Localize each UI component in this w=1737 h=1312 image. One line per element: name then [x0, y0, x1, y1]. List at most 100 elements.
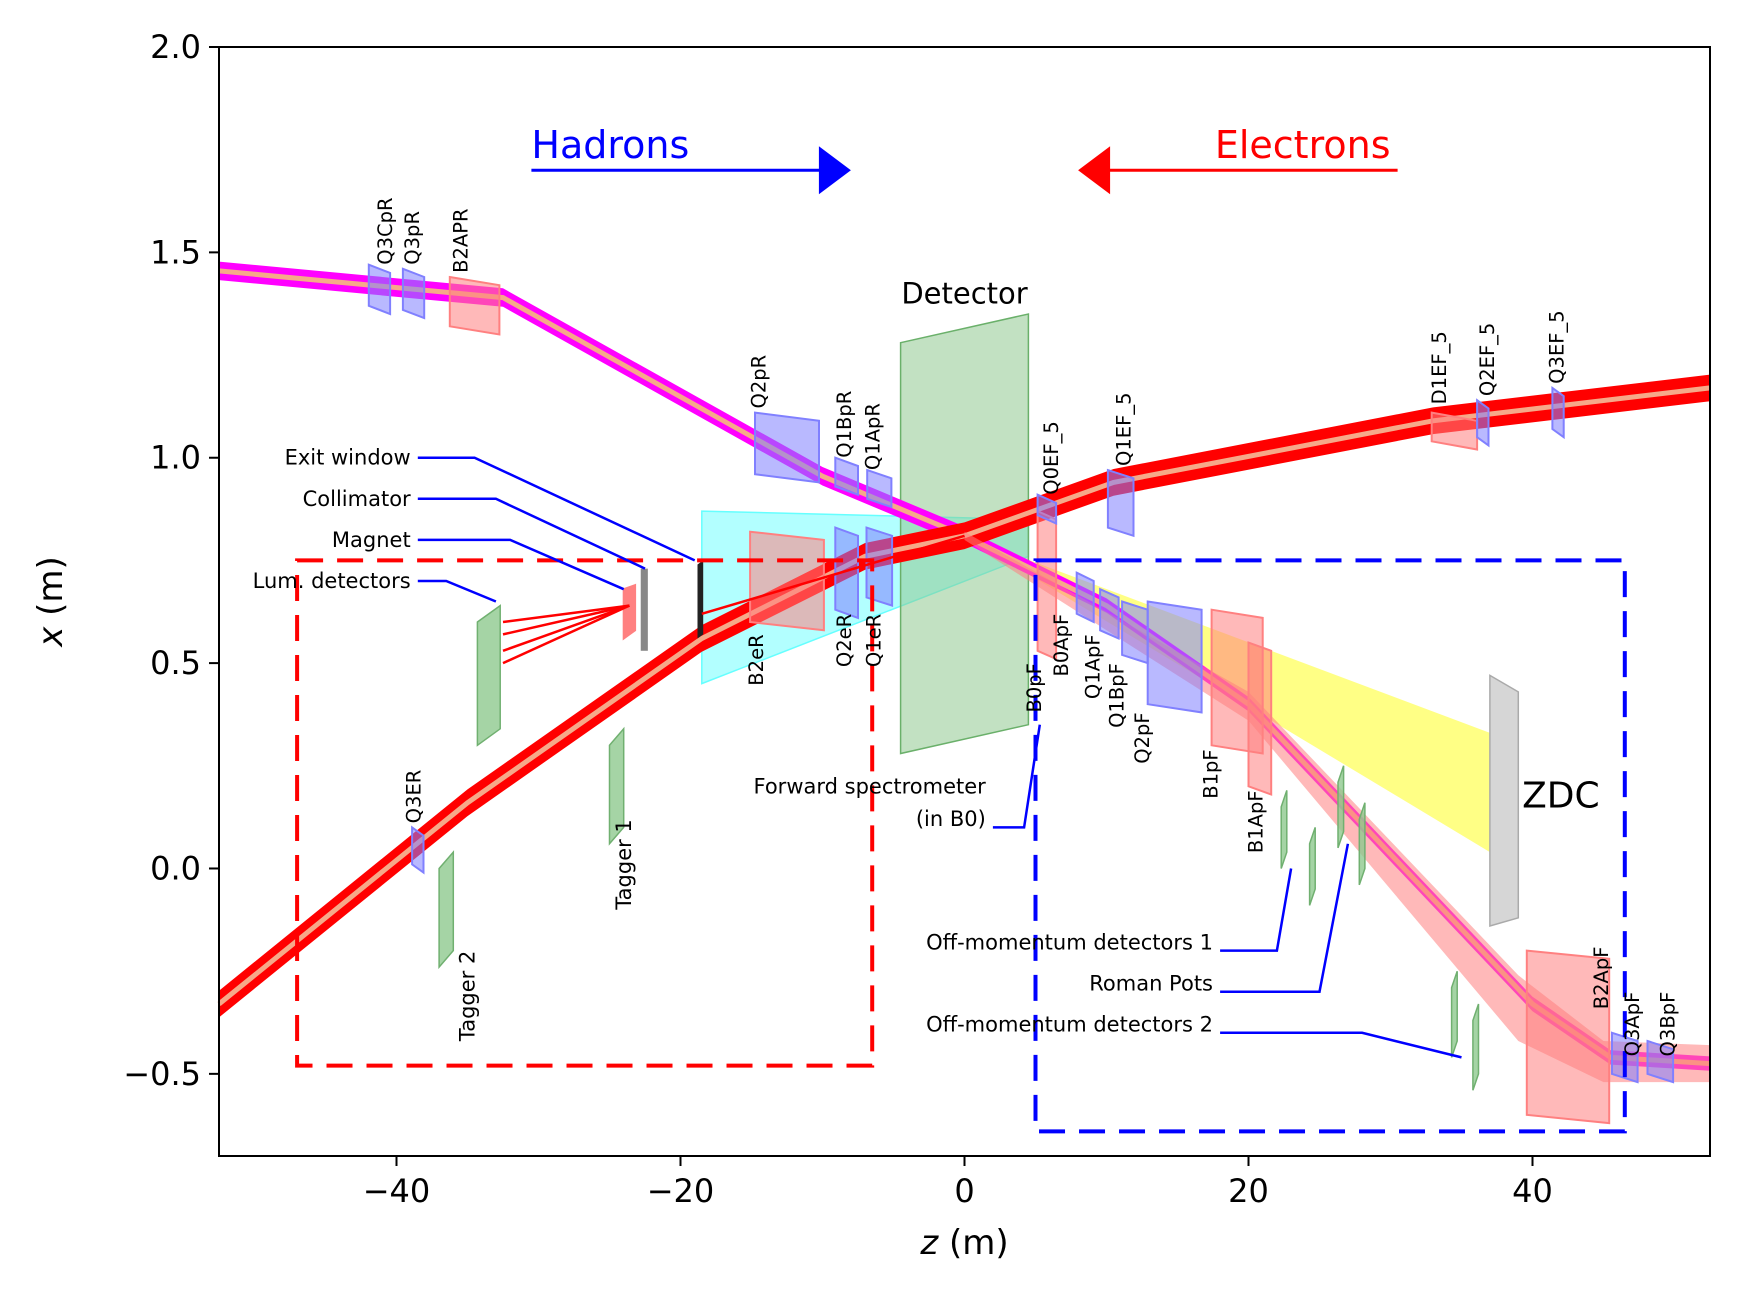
annotation-label: Magnet: [332, 528, 411, 552]
magnet-label-Q1BpF: Q1BpF: [1106, 663, 1129, 728]
hadrons-label: Hadrons: [531, 123, 689, 167]
magnet-label-Q2pF: Q2pF: [1131, 712, 1154, 763]
electron-beam-out: [964, 374, 1710, 550]
neutral-cone-yellow: [964, 535, 1490, 853]
annotation-leader-line: [417, 456, 696, 562]
magnet-label-B0ApF: B0ApF: [1050, 614, 1073, 677]
photon-main-line: [701, 534, 965, 616]
annotation-label: Off-momentum detectors 2: [926, 1013, 1213, 1037]
magnet-label-Q3pR: Q3pR: [401, 211, 424, 265]
magnet-label-Q1ApF: Q1ApF: [1081, 634, 1104, 699]
x-tick-label: 0: [954, 1172, 974, 1210]
magnet-Q1BpR: [834, 456, 859, 497]
magnet-label-Q3EF_5: Q3EF_5: [1546, 310, 1569, 383]
magnet-Q1ApR: [866, 468, 893, 509]
x-tick-label: 20: [1228, 1172, 1269, 1210]
magnet-Q3pR: [401, 267, 426, 320]
roman-pot-b: [1358, 802, 1366, 886]
off-momentum-2a: [1450, 970, 1458, 1058]
lum-detector: [476, 604, 501, 747]
x-tick-label: −40: [363, 1172, 431, 1210]
magnet-B2ApF: [1525, 949, 1611, 1125]
magnet-Q1ApF: [1099, 587, 1120, 641]
x-tick-label: −20: [647, 1172, 715, 1210]
magnet-Q3EF_5: [1551, 385, 1565, 440]
annotation-leader-line: [992, 724, 1042, 829]
detector-label: Detector: [901, 276, 1027, 310]
x-axis-title: z (m): [919, 1223, 1008, 1263]
annotation-label: Forward spectrometer: [754, 774, 987, 798]
magnet-Q0EF_5: [1036, 493, 1058, 526]
magnet-label-B0pF: B0pF: [1023, 663, 1046, 712]
magnet-label-B2eR: B2eR: [745, 634, 768, 685]
y-tick-label: 1.5: [150, 233, 201, 271]
magnet-label-Q1BpR: Q1BpR: [833, 391, 856, 458]
magnet-Q2eR: [834, 526, 859, 620]
magnet-Q3ER: [411, 825, 425, 875]
magnet-label-B1pF: B1pF: [1199, 749, 1222, 798]
off-momentum-1a: [1280, 790, 1288, 869]
x-tick-label: 40: [1512, 1172, 1553, 1210]
annotation-label: (in B0): [916, 807, 986, 831]
annotation-leader-line: [417, 538, 625, 591]
electrons-arrow-head: [1078, 146, 1111, 195]
magnet-label-Q3BpF: Q3BpF: [1657, 992, 1680, 1057]
tagger-1-plane: [608, 726, 625, 846]
annotation-label: Exit window: [285, 446, 411, 470]
magnet-label-Q0EF_5: Q0EF_5: [1040, 421, 1063, 494]
magnet-label-B2APR: B2APR: [450, 208, 473, 272]
y-axis-title: x (m): [31, 556, 71, 648]
y-tick-label: 2.0: [150, 28, 201, 66]
magnet-label-Q1ApR: Q1ApR: [861, 403, 884, 470]
magnet-label-Q3ER: Q3ER: [403, 770, 426, 824]
magnet-Q3CpR: [367, 263, 392, 316]
photon-fan-line: [502, 604, 630, 652]
annotation-label: Roman Pots: [1089, 971, 1213, 995]
magnet-label-Q3CpR: Q3CpR: [374, 197, 397, 264]
hadron-beam-in-core: [218, 268, 966, 539]
lum-magnet: [622, 583, 637, 641]
electrons-label: Electrons: [1215, 123, 1391, 167]
magnet-Q2pF: [1146, 600, 1203, 714]
tagger-2-plane: [438, 850, 455, 970]
photon-fan-line: [502, 604, 630, 624]
y-tick-label: 0.5: [150, 644, 201, 682]
exit-window: [697, 560, 704, 639]
marks-layer: [217, 146, 1711, 1134]
annotation-leader-line: [1220, 1031, 1462, 1059]
magnet-label-Q1EF_5: Q1EF_5: [1113, 393, 1136, 466]
off-momentum-1b: [1308, 827, 1316, 906]
photon-fan-line: [502, 604, 630, 636]
annotation-leader-line: [1220, 843, 1350, 993]
magnet-Q1BpF: [1121, 600, 1149, 665]
magnet-label-Q2eR: Q2eR: [833, 614, 856, 667]
annotation-leader-line: [1220, 868, 1293, 952]
magnet-label-Q1eR: Q1eR: [863, 614, 886, 667]
electron-region-box: [295, 558, 875, 1068]
magnet-label-Q2EF_5: Q2EF_5: [1476, 323, 1499, 396]
tagger-label: Tagger 1: [612, 819, 636, 910]
magnet-label-B1ApF: B1ApF: [1245, 790, 1268, 853]
magnet-label-B2ApF: B2ApF: [1590, 947, 1613, 1010]
electron-beam-in-core: [217, 533, 966, 1006]
y-tick-label: 1.0: [150, 439, 201, 477]
annotation-leader-line: [417, 579, 497, 603]
magnet-Q3BpF: [1646, 1039, 1675, 1084]
annotation-label: Collimator: [303, 487, 411, 511]
lum-collimator: [640, 568, 648, 651]
magnet-Q2EF_5: [1476, 398, 1490, 448]
magnet-label-Q2pR: Q2pR: [748, 355, 771, 409]
roman-pot-a: [1337, 765, 1345, 849]
hadrons-arrow-head: [818, 146, 851, 195]
y-tick-label: −0.5: [123, 1055, 201, 1093]
zdc-body: [1489, 674, 1520, 927]
annotation-leader-line: [417, 497, 646, 570]
magnet-Q2pR: [754, 411, 820, 484]
magnet-B1ApF: [1247, 641, 1273, 796]
magnet-B2APR: [448, 275, 501, 336]
magnet-B2eR: [749, 530, 825, 632]
photon-fan-line: [502, 604, 630, 665]
annotation-label: Off-momentum detectors 1: [926, 930, 1213, 954]
